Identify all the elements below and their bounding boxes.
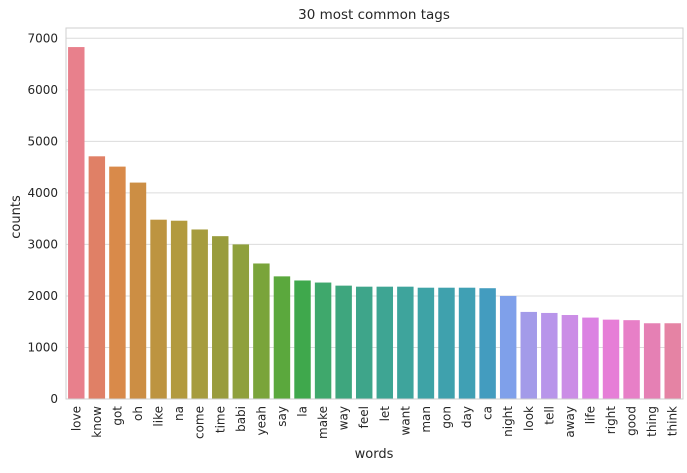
x-tick-label: time [213,406,227,433]
x-tick-label: thing [645,406,659,437]
bar-na [170,220,188,399]
x-tick-label: say [275,406,289,427]
bar-life [582,317,599,399]
y-tick-label: 6000 [27,83,58,97]
bar-got [109,166,126,399]
bars [68,47,681,399]
x-tick-label: way [337,406,351,430]
y-tick-label: 4000 [27,186,58,200]
bar-say [273,276,291,399]
bar-know [88,156,106,399]
bar-feel [355,286,373,399]
bar-tell [541,312,558,399]
x-tick-label: got [110,406,124,426]
bar-away [561,315,579,399]
grid-lines [66,37,683,400]
bar-make [314,282,332,399]
bar-let [376,286,394,399]
bar-right [602,319,620,399]
x-tick-label: day [460,406,474,428]
bar-look [520,311,537,399]
bar-love [68,47,85,399]
bar-way [335,285,352,399]
x-tick-label: come [193,406,207,439]
y-tick-label: 7000 [27,31,58,45]
y-tick-labels: 0 1000 2000 3000 4000 5000 6000 7000 [27,31,58,406]
x-axis-label: words [355,447,394,462]
x-tick-label: gon [439,406,453,429]
bar-yeah [253,263,270,399]
bar-night [499,295,517,399]
plot-frame [65,27,684,400]
x-tick-label: la [296,406,310,417]
bar-time [212,236,229,399]
bar-day [458,287,476,399]
y-tick-label: 3000 [27,237,58,251]
x-tick-label: know [90,406,104,438]
y-axis-label: counts [9,195,24,239]
y-tick-label: 2000 [27,289,58,303]
bar-man [417,287,435,399]
x-tick-label: na [172,406,186,421]
bar-think [664,323,681,399]
x-tick-labels: love know got oh like na come time babi yeah say la… [69,406,679,439]
bar-gon [438,287,455,399]
x-tick-label: oh [131,406,145,421]
y-tick-label: 5000 [27,134,58,148]
bar-like [150,219,167,399]
bar-come [191,229,208,399]
x-tick-label: tell [542,406,556,425]
x-tick-label: right [604,406,618,434]
x-tick-label: make [316,406,330,439]
bar-want [397,286,414,399]
x-tick-label: man [419,406,433,433]
x-tick-label: think [666,406,680,436]
x-tick-label: away [563,406,577,438]
y-tick-label: 1000 [27,340,58,354]
x-tick-label: yeah [254,406,268,435]
x-tick-label: life [583,406,597,424]
x-tick-label: ca [481,406,495,420]
bar-thing [643,323,661,399]
x-tick-label: let [378,406,392,422]
x-tick-label: good [625,406,639,436]
y-tick-label: 0 [50,392,58,406]
bar-la [294,280,311,399]
x-tick-label: night [501,406,515,437]
x-tick-label: babi [234,406,248,432]
x-tick-label: like [152,406,166,427]
x-tick-label: want [398,406,412,436]
x-tick-label: look [522,406,536,431]
bar-ca [479,288,496,399]
bar-good [623,320,640,399]
bar-babi [232,244,250,399]
bar-oh [129,182,147,399]
x-tick-label: love [69,406,83,431]
x-tick-label: feel [357,406,371,428]
chart-title: 30 most common tags [298,7,450,23]
